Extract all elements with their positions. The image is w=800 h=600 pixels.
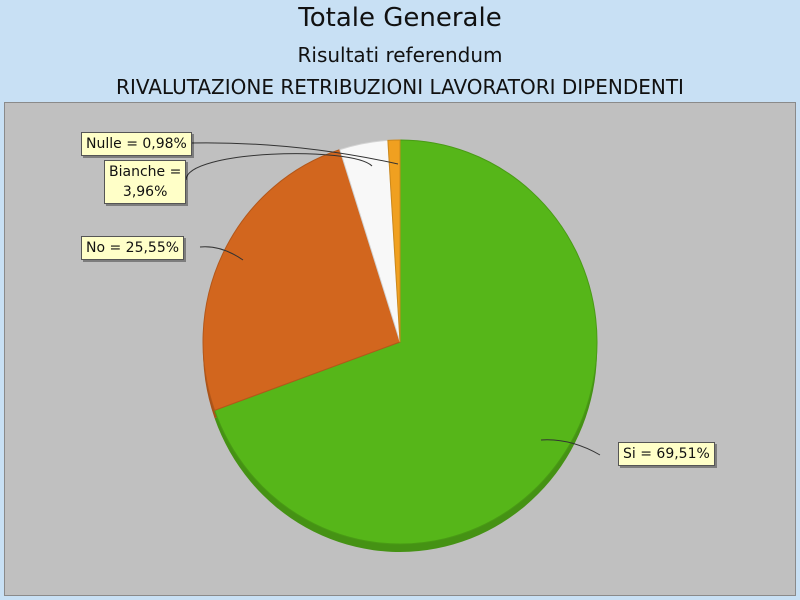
leader-line-no xyxy=(199,246,244,261)
slice-label-no: No = 25,55% xyxy=(81,236,185,260)
pie-slice-no xyxy=(202,149,401,411)
pie-slice-si xyxy=(213,139,598,545)
slice-label-nulle: Nulle = 0,98% xyxy=(81,132,192,156)
leader-line-bianche xyxy=(185,153,373,181)
chart-title: Totale Generale xyxy=(298,3,502,33)
leader-line-nulle xyxy=(189,142,399,165)
chart-subtitle: Risultati referendum xyxy=(297,43,503,67)
leader-line-si xyxy=(540,439,601,456)
pie-slice-nulle xyxy=(387,139,401,343)
slice-label-bianche: Bianche = 3,96% xyxy=(104,160,187,204)
chart-subtitle-2: RIVALUTAZIONE RETRIBUZIONI LAVORATORI DI… xyxy=(116,75,684,99)
slice-label-si: Si = 69,51% xyxy=(618,442,715,466)
